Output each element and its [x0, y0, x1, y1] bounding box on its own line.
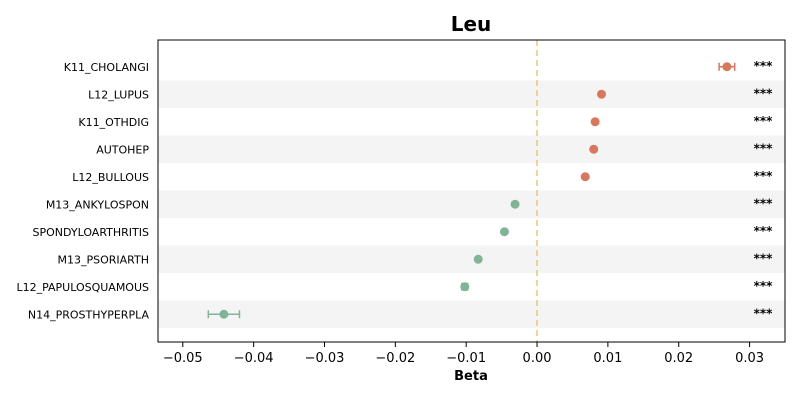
category-label: L12_BULLOUS — [72, 171, 149, 184]
x-tick-label: 0.00 — [523, 351, 552, 366]
row-band — [158, 190, 785, 218]
row-band — [158, 80, 785, 108]
category-label: N14_PROSTHYPERPLA — [28, 308, 150, 321]
data-point — [460, 282, 470, 292]
data-point — [473, 254, 483, 264]
category-label: M13_PSORIARTH — [57, 253, 149, 266]
data-point — [597, 89, 607, 99]
chart-title: Leu — [451, 12, 492, 36]
row-band — [158, 300, 785, 328]
data-point — [590, 117, 600, 127]
row-band — [158, 245, 785, 273]
x-tick-label: 0.03 — [735, 351, 764, 366]
category-label: SPONDYLOARTHRITIS — [33, 226, 150, 239]
significance-label: *** — [754, 86, 774, 100]
significance-label: *** — [754, 224, 774, 238]
significance-label: *** — [754, 114, 774, 128]
x-tick-label: −0.04 — [234, 351, 274, 366]
data-point — [219, 309, 229, 319]
data-marks — [207, 62, 736, 319]
category-label: L12_PAPULOSQUAMOUS — [16, 281, 149, 294]
significance-label: *** — [754, 196, 774, 210]
x-tick-label: −0.03 — [305, 351, 345, 366]
significance-label: *** — [754, 279, 774, 293]
x-tick-label: 0.01 — [593, 351, 622, 366]
x-axis: −0.05 −0.04 −0.03 −0.02 −0.01 0.00 0.01 0.02 0.0… — [163, 342, 764, 366]
category-label: L12_LUPUS — [88, 88, 149, 101]
significance-label: *** — [754, 141, 774, 155]
significance-label: *** — [754, 251, 774, 265]
x-tick-label: −0.01 — [446, 351, 486, 366]
significance-label: *** — [754, 306, 774, 320]
category-labels: K11_CHOLANGI L12_LUPUS K11_OTHDIG AUTOHEP L1… — [16, 61, 149, 322]
data-point — [580, 172, 590, 182]
significance-labels: *** *** *** *** *** *** *** *** *** *** — [754, 59, 774, 321]
x-axis-label: Beta — [454, 369, 488, 384]
data-point — [499, 227, 509, 237]
x-tick-label: −0.05 — [163, 351, 203, 366]
significance-label: *** — [754, 59, 774, 73]
significance-label: *** — [754, 169, 774, 183]
x-tick-label: −0.02 — [375, 351, 415, 366]
data-point — [589, 144, 599, 154]
category-label: AUTOHEP — [96, 143, 149, 156]
row-band — [158, 135, 785, 163]
data-point — [510, 199, 520, 209]
category-label: M13_ANKYLOSPON — [46, 198, 149, 211]
row-bands — [158, 80, 785, 328]
category-label: K11_OTHDIG — [78, 116, 149, 129]
category-label: K11_CHOLANGI — [64, 61, 149, 74]
x-tick-label: 0.02 — [664, 351, 693, 366]
plot-frame — [157, 39, 786, 343]
data-point — [722, 62, 732, 72]
